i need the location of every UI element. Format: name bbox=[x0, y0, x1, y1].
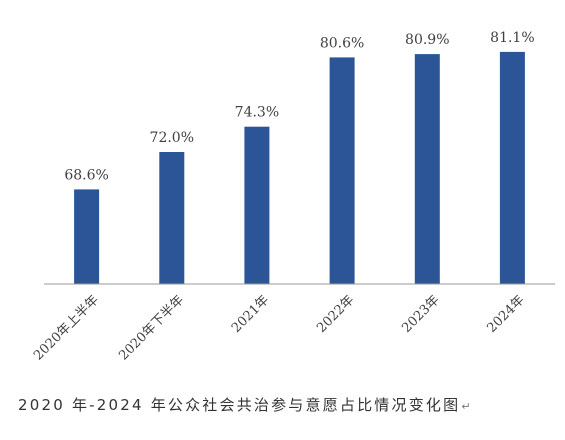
value-label-5: 80.9% bbox=[405, 32, 449, 48]
bar-4 bbox=[329, 57, 355, 285]
paragraph-mark-icon: ↵ bbox=[461, 400, 473, 413]
x-tick-label-4: 2022年 bbox=[314, 293, 357, 336]
x-tick-label-1: 2020年上半年 bbox=[31, 293, 102, 364]
x-tick-labels-layer: 2020年上半年 2020年下半年 2021年 2022年 2023年 2024年 bbox=[31, 293, 528, 364]
value-label-3: 74.3% bbox=[235, 105, 279, 121]
value-label-2: 72.0% bbox=[150, 130, 194, 146]
x-tick-label-3: 2021年 bbox=[229, 293, 272, 336]
bar-6 bbox=[499, 51, 525, 285]
bar-2 bbox=[159, 152, 185, 284]
bar-1 bbox=[74, 189, 100, 284]
value-label-6: 81.1% bbox=[490, 30, 534, 46]
value-label-4: 80.6% bbox=[320, 35, 364, 51]
bar-3 bbox=[244, 126, 270, 284]
x-tick-label-5: 2023年 bbox=[399, 293, 442, 336]
value-label-1: 68.6% bbox=[64, 167, 108, 183]
caption-text: 2020 年-2024 年公众社会共治参与意愿占比情况变化图 bbox=[18, 396, 461, 414]
x-tick-label-2: 2020年下半年 bbox=[116, 293, 187, 364]
bar-5 bbox=[414, 54, 440, 284]
bars-layer bbox=[74, 51, 525, 285]
chart-caption: 2020 年-2024 年公众社会共治参与意愿占比情况变化图↵ bbox=[18, 394, 558, 415]
x-tick-label-6: 2024年 bbox=[485, 293, 528, 336]
value-labels-layer: 68.6% 72.0% 74.3% 80.6% 80.9% 81.1% bbox=[64, 30, 534, 183]
